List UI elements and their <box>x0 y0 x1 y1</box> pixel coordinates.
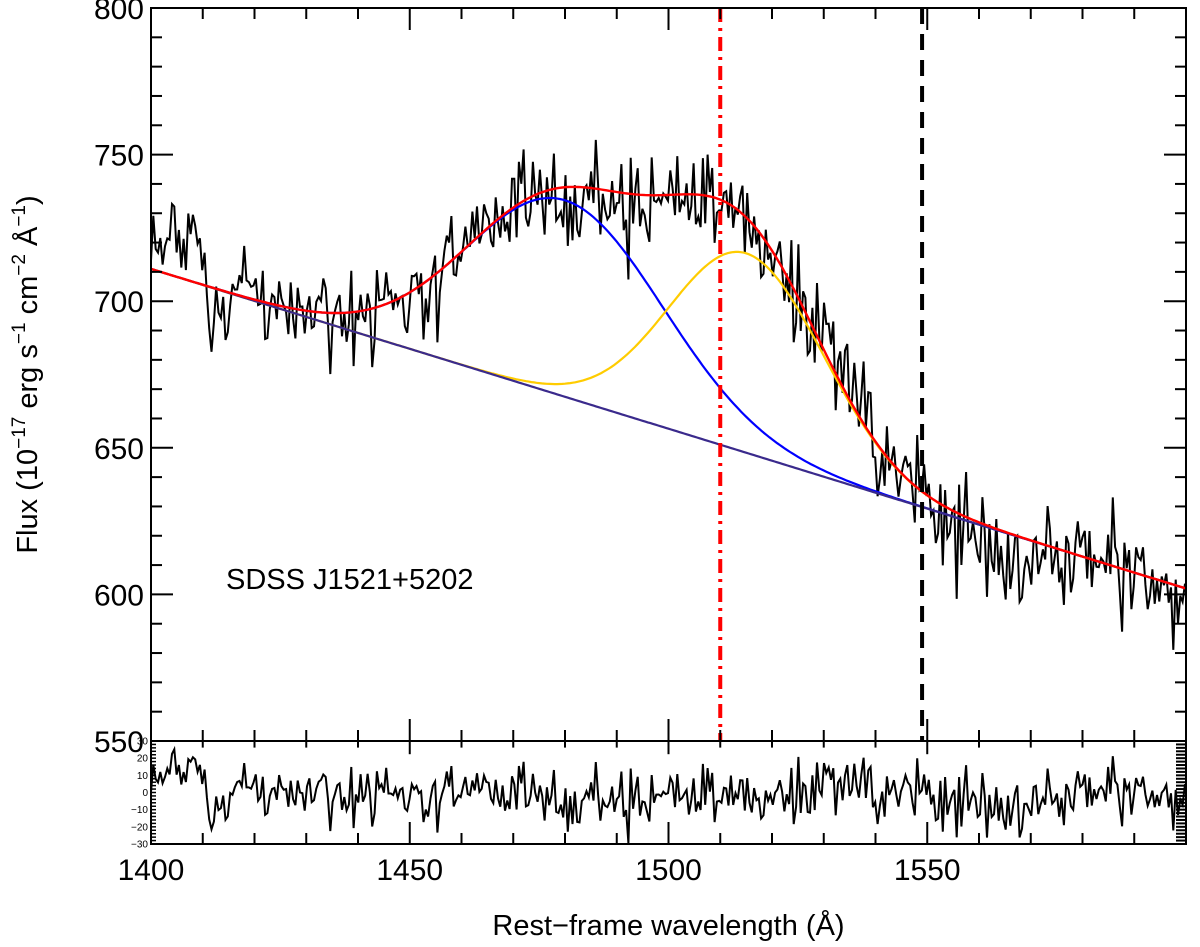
blue-gaussian-component <box>150 196 1187 590</box>
main-plot-frame <box>150 7 1187 742</box>
residual-line <box>151 745 1186 844</box>
x-tick-label: 1450 <box>376 854 443 887</box>
residual-y-tick-label: −10 <box>131 805 148 816</box>
residual-y-tick-label: 20 <box>137 754 149 765</box>
y-tick-label: 650 <box>94 433 144 466</box>
y-tick-label: 550 <box>94 726 144 759</box>
observed-spectrum-line <box>151 139 1186 650</box>
y-tick-label: 750 <box>94 140 144 173</box>
residual-y-tick-label: 30 <box>137 737 149 748</box>
residual-y-tick-label: 10 <box>137 771 149 782</box>
y-axis-title-part: −17 <box>9 417 30 449</box>
total-model-line <box>150 185 1187 590</box>
y-tick-label: 800 <box>94 0 144 26</box>
y-tick-label: 700 <box>94 286 144 319</box>
x-tick-label: 1400 <box>118 854 185 887</box>
x-axis-title: Rest−frame wavelength (Å) <box>492 909 844 942</box>
object-name-annotation: SDSS J1521+5202 <box>226 564 474 596</box>
y-axis-title-part: −2 <box>9 254 30 276</box>
residual-y-tick-label: 0 <box>142 788 148 799</box>
y-axis-title-part: −1 <box>9 205 30 227</box>
y-axis-title-part: erg s <box>12 344 44 417</box>
y-axis-title-part: cm <box>12 276 44 323</box>
y-axis-title-part: ) <box>12 195 44 205</box>
x-tick-label: 1500 <box>635 854 702 887</box>
y-tick-label: 600 <box>94 579 144 612</box>
y-axis-title-part: Å <box>11 226 44 254</box>
x-tick-label: 1550 <box>894 854 961 887</box>
y-axis-title-part: Flux (10 <box>12 449 44 554</box>
residual-y-tick-label: −20 <box>131 822 148 833</box>
residual-y-tick-label: −30 <box>131 840 148 851</box>
y-axis-title: Flux (10−17 erg s−1 cm−2 Å−1) <box>9 195 44 553</box>
yellow-gaussian-component <box>150 250 1187 590</box>
y-axis-title-part: −1 <box>9 322 30 344</box>
